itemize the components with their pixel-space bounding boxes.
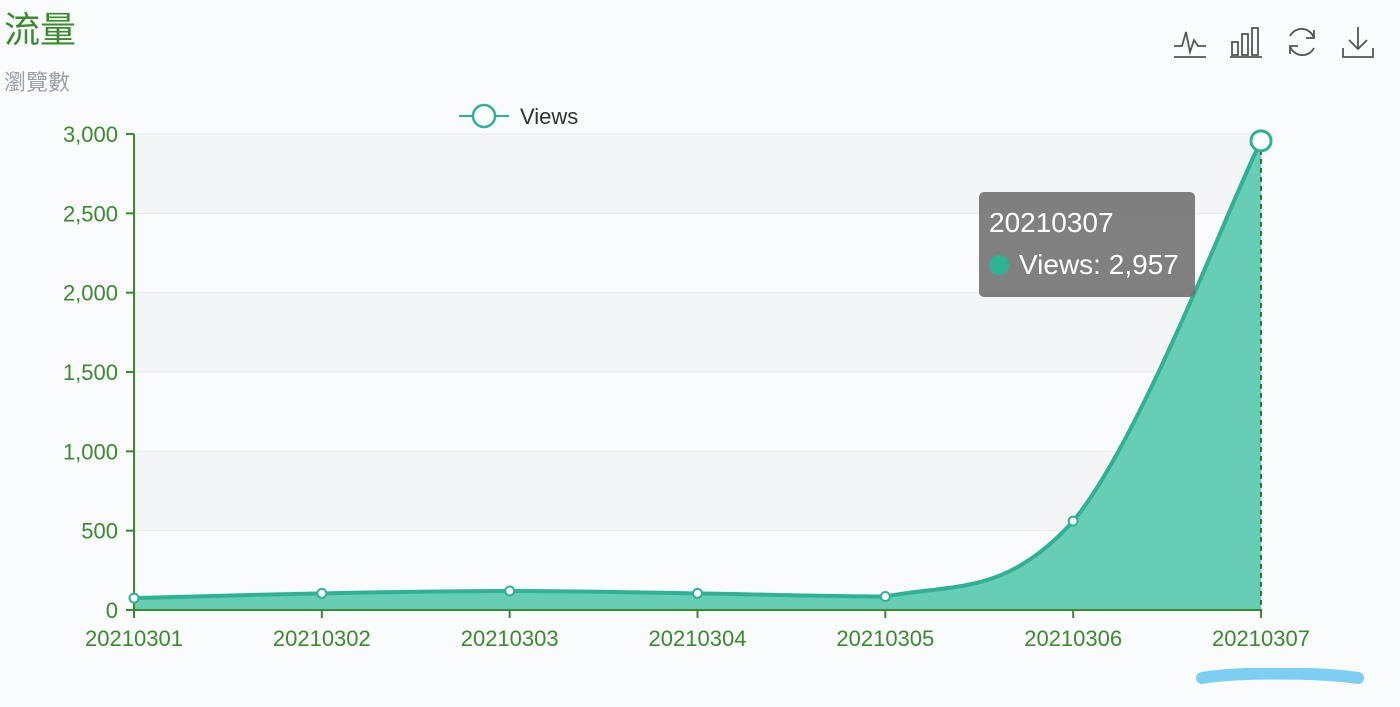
tooltip-title: 20210307 bbox=[989, 207, 1114, 238]
data-point bbox=[1249, 129, 1273, 153]
x-tick-label: 20210307 bbox=[1212, 626, 1310, 651]
tooltip-row: Views: 2,957 bbox=[989, 248, 1185, 282]
grid-band bbox=[134, 292, 1261, 372]
data-point bbox=[128, 592, 140, 604]
chart-title: 流量 bbox=[4, 9, 77, 50]
y-tick-label: 3,000 bbox=[63, 122, 118, 147]
x-tick-label: 20210305 bbox=[836, 626, 934, 651]
bar-chart-icon[interactable] bbox=[1226, 22, 1266, 62]
tooltip-label: Views: 2,957 bbox=[1019, 249, 1179, 280]
y-tick-label: 1,500 bbox=[63, 360, 118, 385]
legend-label: Views bbox=[520, 104, 578, 129]
series-area bbox=[134, 140, 1261, 610]
tooltip-series-dot bbox=[989, 255, 1009, 275]
grid-band bbox=[134, 372, 1261, 452]
data-point bbox=[692, 587, 703, 599]
data-point bbox=[1067, 515, 1079, 527]
data-point bbox=[316, 587, 328, 599]
y-tick-label: 2,000 bbox=[63, 281, 118, 306]
y-tick-label: 1,000 bbox=[63, 439, 118, 464]
data-point bbox=[879, 591, 891, 603]
x-tick-label: 20210301 bbox=[85, 626, 183, 651]
x-tick-label: 20210304 bbox=[649, 626, 747, 651]
highlight-scribble bbox=[1196, 668, 1364, 684]
chart-tooltip: 20210307 Views: 2,957 bbox=[979, 192, 1195, 297]
y-tick-label: 2,500 bbox=[63, 201, 118, 226]
refresh-icon[interactable] bbox=[1282, 22, 1322, 62]
download-icon[interactable] bbox=[1338, 22, 1378, 62]
y-tick-label: 0 bbox=[106, 598, 118, 623]
chart-subtitle: 瀏覽數 bbox=[4, 70, 71, 95]
data-point bbox=[504, 585, 516, 597]
chart-toolbox bbox=[1170, 22, 1378, 62]
x-tick-label: 20210303 bbox=[461, 626, 559, 651]
y-tick-label: 500 bbox=[81, 519, 118, 544]
x-tick-label: 20210302 bbox=[273, 626, 371, 651]
legend-marker bbox=[471, 103, 497, 129]
line-chart-icon[interactable] bbox=[1170, 22, 1210, 62]
x-tick-label: 20210306 bbox=[1024, 626, 1122, 651]
